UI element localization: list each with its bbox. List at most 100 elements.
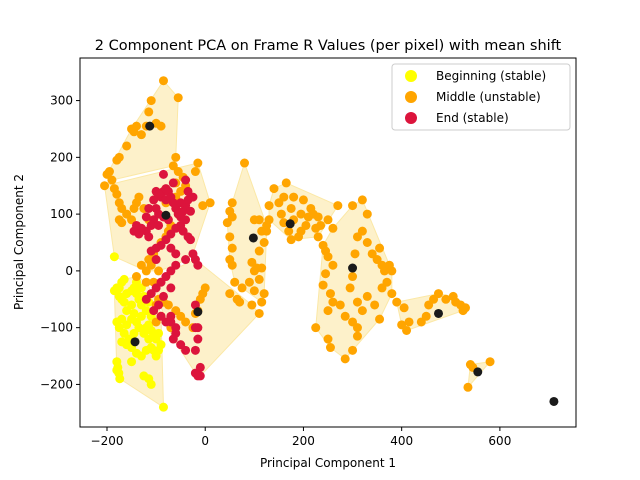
data-point <box>461 303 471 313</box>
data-point <box>357 226 367 236</box>
data-point <box>134 192 144 202</box>
data-point <box>323 306 333 316</box>
data-point <box>146 246 156 256</box>
data-point <box>112 189 122 199</box>
data-point <box>463 382 473 392</box>
data-point <box>119 274 129 284</box>
x-axis-label: Principal Component 1 <box>260 456 396 470</box>
x-tick-label: 200 <box>292 434 315 448</box>
data-point <box>114 283 124 293</box>
plot-frame <box>79 57 577 428</box>
data-point <box>264 215 274 225</box>
data-point <box>247 257 257 267</box>
data-point <box>181 317 191 327</box>
data-point <box>190 323 200 333</box>
data-point <box>362 291 372 301</box>
data-point <box>154 300 164 310</box>
data-point <box>173 93 183 103</box>
cluster-center-point <box>145 121 155 131</box>
data-point <box>171 249 181 259</box>
data-point <box>181 345 191 355</box>
data-point <box>151 255 161 265</box>
data-point <box>313 212 323 222</box>
cluster-center-point <box>193 307 203 317</box>
data-point <box>100 181 110 191</box>
data-point <box>370 300 380 310</box>
data-point <box>286 235 296 245</box>
data-point <box>352 297 362 307</box>
legend-box <box>391 63 571 131</box>
data-point <box>109 252 119 262</box>
data-point <box>183 232 193 242</box>
data-point <box>230 277 240 287</box>
data-point <box>352 331 362 341</box>
data-point <box>316 220 326 230</box>
data-point <box>333 201 343 211</box>
data-point <box>158 402 168 412</box>
data-point <box>144 203 154 213</box>
cluster-center-point <box>161 210 171 220</box>
data-point <box>154 220 164 230</box>
data-point <box>352 323 362 333</box>
data-point <box>129 308 139 318</box>
data-point <box>254 246 264 256</box>
data-point <box>193 371 203 381</box>
data-point <box>362 209 372 219</box>
data-point <box>185 206 195 216</box>
data-point <box>377 283 387 293</box>
cluster-centers <box>130 121 559 406</box>
data-point <box>146 96 156 106</box>
plot-area <box>100 76 559 412</box>
data-point <box>318 280 328 290</box>
y-tick-label: 100 <box>50 207 73 221</box>
data-point <box>325 343 335 353</box>
data-point <box>340 354 350 364</box>
data-point <box>421 311 431 321</box>
data-point <box>127 357 137 367</box>
legend-marker-beginning <box>405 70 417 82</box>
cluster-center-point <box>473 367 483 377</box>
legend-marker-middle <box>405 91 417 103</box>
data-point <box>249 286 259 296</box>
data-point <box>154 266 164 276</box>
data-point <box>328 223 338 233</box>
data-point <box>225 289 235 299</box>
data-point <box>156 121 166 131</box>
data-point <box>198 201 208 211</box>
data-point <box>134 229 144 239</box>
y-axis-ticks: −200 −100 0 100 200 300 <box>40 94 80 391</box>
data-point <box>205 198 215 208</box>
data-point <box>387 266 397 276</box>
chart-title: 2 Component PCA on Frame R Values (per p… <box>95 38 562 54</box>
data-point <box>328 297 338 307</box>
data-point <box>127 124 137 134</box>
legend-label-end: End (stable) <box>436 111 509 125</box>
data-point <box>259 289 269 299</box>
data-point <box>168 334 178 344</box>
data-point <box>286 203 296 213</box>
data-point <box>149 195 159 205</box>
data-point <box>117 337 127 347</box>
data-point <box>141 323 151 333</box>
data-point <box>193 334 203 344</box>
data-point <box>321 269 331 279</box>
data-point <box>279 192 289 202</box>
data-point <box>298 195 308 205</box>
data-point <box>340 311 350 321</box>
y-tick-label: −200 <box>40 377 73 391</box>
data-point <box>399 303 409 313</box>
data-point <box>257 263 267 273</box>
cluster-center-point <box>285 219 295 229</box>
y-tick-label: 200 <box>50 150 73 164</box>
data-point <box>146 379 156 389</box>
y-tick-label: 300 <box>50 94 73 108</box>
data-point <box>122 141 132 151</box>
data-point <box>136 130 146 140</box>
data-point <box>335 300 345 310</box>
data-point <box>171 152 181 162</box>
data-point <box>325 289 335 299</box>
data-point <box>151 203 161 213</box>
data-point <box>158 169 168 179</box>
data-point <box>119 297 129 307</box>
data-point <box>301 220 311 230</box>
